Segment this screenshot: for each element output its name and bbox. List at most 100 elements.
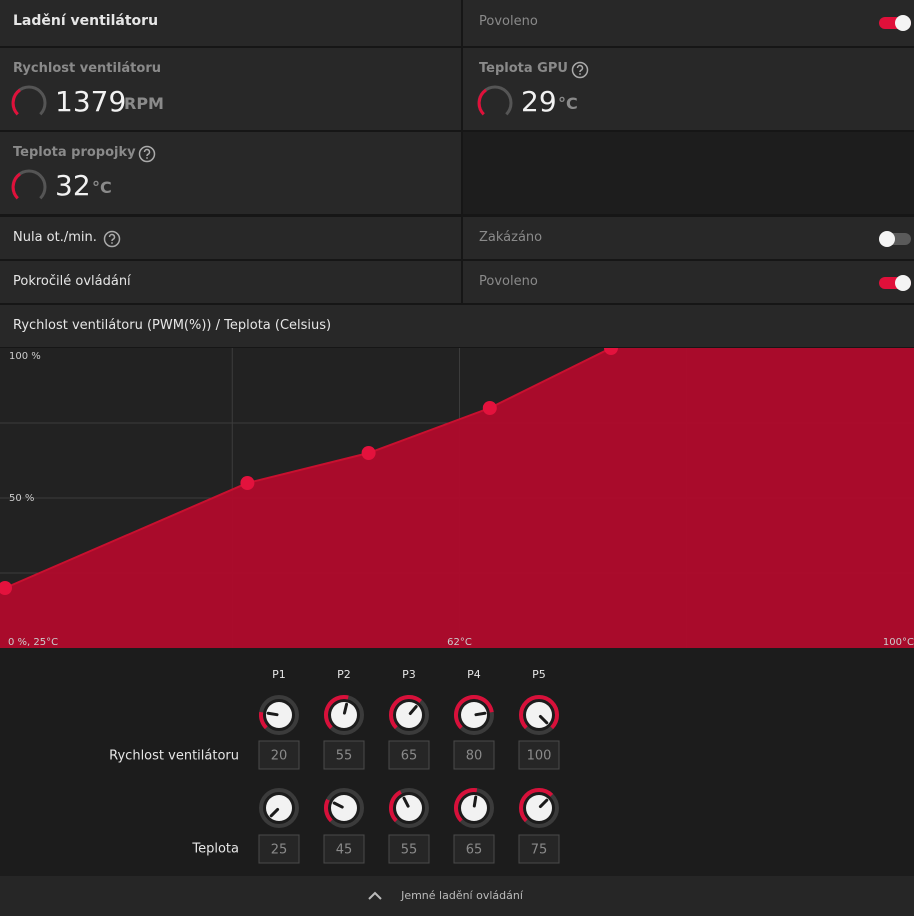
icon — [879, 15, 911, 31]
knob-arc — [519, 695, 559, 730]
knob-arc — [389, 790, 402, 823]
section-title: Ladění ventilátoru — [13, 13, 159, 29]
value-text: 80 — [466, 749, 483, 764]
chevron-icon[interactable] — [368, 891, 382, 900]
knob-face — [461, 702, 487, 728]
value-input[interactable] — [453, 740, 495, 770]
knob-pointer — [332, 801, 344, 809]
toggle[interactable] — [878, 14, 912, 36]
value-input[interactable] — [323, 740, 365, 770]
knob-arc — [389, 695, 422, 730]
knob-face — [266, 795, 292, 821]
knob-face — [331, 795, 357, 821]
x-tick-label: 0 %, 25°C — [8, 637, 58, 648]
metric-panel — [0, 132, 461, 214]
toggle-knob — [895, 15, 911, 31]
value-input[interactable] — [258, 740, 300, 770]
y-tick-label: 100 % — [9, 351, 41, 362]
knob-pointer — [342, 702, 349, 715]
value-text: 55 — [401, 843, 418, 858]
knob-pointer — [269, 807, 280, 818]
metric-value: 29 — [521, 85, 557, 118]
value-text: 65 — [466, 843, 483, 858]
row-label: Teplota — [191, 842, 239, 857]
metric-value: 32 — [55, 169, 91, 202]
knob-pointer — [474, 711, 487, 717]
gauge-arc — [11, 88, 21, 116]
help-icon[interactable] — [138, 145, 156, 167]
curve-fill — [0, 348, 914, 648]
icon — [11, 85, 47, 116]
metric-label: Teplota propojky — [13, 145, 136, 160]
row — [463, 261, 914, 303]
metric-panel — [0, 48, 461, 130]
fan-curve: 100 % 50 % 0 %, 25°C 62°C 100°C Rychlost vent… — [0, 348, 914, 916]
knob-ring — [259, 788, 299, 828]
value-text: 100 — [527, 749, 552, 764]
help-glyph — [576, 64, 584, 73]
knob-arc — [324, 798, 333, 823]
help-glyph — [143, 148, 151, 157]
toggle[interactable] — [878, 274, 912, 296]
help-icon[interactable] — [571, 61, 589, 83]
curve-point — [0, 581, 12, 595]
icon — [103, 230, 121, 248]
row — [0, 305, 914, 347]
icon — [138, 145, 156, 163]
toggle-knob — [879, 231, 895, 247]
knob-pointer — [266, 711, 279, 717]
help-glyph — [108, 233, 116, 242]
help-icon[interactable] — [103, 230, 121, 252]
knob-pointer — [538, 798, 549, 809]
row — [463, 217, 914, 259]
knob-face — [396, 702, 422, 728]
icon — [477, 85, 513, 116]
status: Zakázáno — [479, 230, 543, 245]
knob-arc — [324, 695, 349, 730]
value-input[interactable] — [388, 740, 430, 770]
help-ring — [103, 230, 121, 248]
x-tick-label: 100°C — [883, 637, 914, 648]
metric-label: Teplota GPU — [479, 61, 568, 76]
point-name: P3 — [402, 668, 416, 681]
row — [0, 217, 461, 259]
knob-pointer — [402, 796, 410, 808]
value-text: 75 — [531, 843, 548, 858]
metric-label: Rychlost ventilátoru — [13, 61, 161, 76]
metric-value: 1379 — [55, 85, 127, 118]
x-tick-label: 62°C — [447, 637, 472, 648]
knob-face — [396, 795, 422, 821]
point-name: P5 — [532, 668, 546, 681]
metric-panel — [463, 48, 914, 130]
knob-face — [461, 795, 487, 821]
footer-bar[interactable] — [0, 876, 914, 916]
footer-link[interactable]: Jemné ladění ovládání — [400, 889, 524, 902]
value-input[interactable] — [518, 740, 560, 770]
value-input[interactable] — [323, 834, 365, 864]
point-name: P1 — [272, 668, 286, 681]
toggle[interactable] — [878, 230, 912, 252]
row — [0, 0, 461, 46]
value-text: 55 — [336, 749, 353, 764]
row — [463, 0, 914, 46]
knob-pointer — [408, 705, 418, 715]
help-ring — [138, 145, 156, 163]
metric-unit: RPM — [124, 94, 164, 113]
value-input[interactable] — [388, 834, 430, 864]
y-tick-label: 50 % — [9, 493, 34, 504]
icon — [879, 275, 911, 291]
value-input[interactable] — [518, 834, 560, 864]
status: Povoleno — [479, 14, 538, 29]
value-input[interactable] — [453, 834, 495, 864]
metric-unit: °C — [558, 94, 578, 113]
point-name: P2 — [337, 668, 351, 681]
knob-face — [266, 702, 292, 728]
setting-label: Nula ot./min. — [13, 230, 97, 245]
value-input[interactable] — [258, 834, 300, 864]
knob-arc — [519, 788, 554, 823]
row — [0, 261, 461, 303]
gauge — [11, 169, 47, 209]
icon — [11, 169, 47, 200]
curve-point — [361, 446, 376, 460]
